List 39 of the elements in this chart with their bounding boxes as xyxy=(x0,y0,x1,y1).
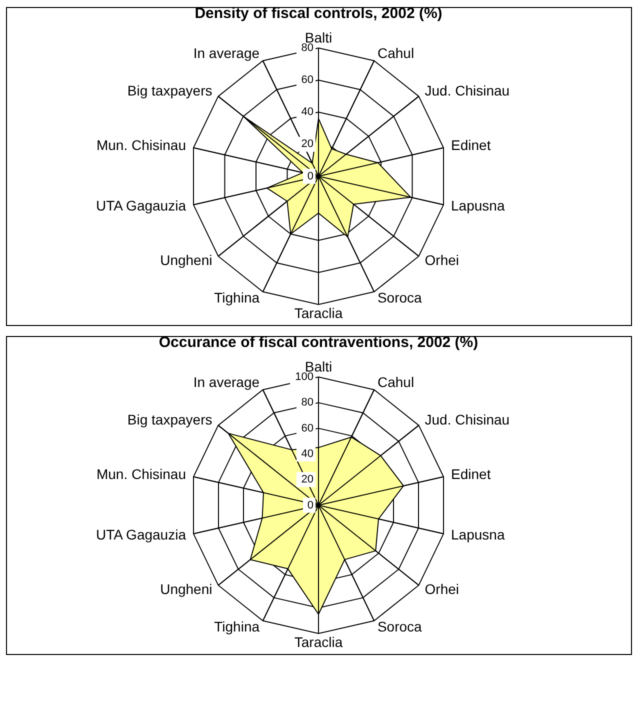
spoke-label: Cahul xyxy=(377,374,414,390)
y-tick-label: 20 xyxy=(301,474,314,486)
y-tick-label: 40 xyxy=(301,106,314,118)
spoke-label: In average xyxy=(193,44,260,61)
spoke-label: Jud. Chisinau xyxy=(424,82,510,99)
y-tick-label: 60 xyxy=(301,422,314,434)
spoke-label: Mun. Chisinau xyxy=(96,466,186,482)
spoke-label: In average xyxy=(193,374,260,390)
spoke-label: Orhei xyxy=(424,252,459,268)
spoke-label: Lapusna xyxy=(451,526,505,543)
spoke-label: Jud. Chisinau xyxy=(424,412,510,428)
spoke-label: Orhei xyxy=(424,581,459,597)
spoke-label: Lapusna xyxy=(451,198,505,214)
spoke-label: UTA Gagauzia xyxy=(96,198,186,214)
spoke-label: Big taxpayers xyxy=(127,412,212,428)
y-tick-label: 20 xyxy=(301,138,314,150)
spoke-label: Soroca xyxy=(377,618,422,635)
chart-title: Density of fiscal controls, 2002 (%) xyxy=(194,5,442,22)
y-tick-label: 0 xyxy=(307,170,314,182)
y-tick-label: 100 xyxy=(295,371,314,384)
y-tick-label: 80 xyxy=(301,42,314,54)
spoke-label: Tighina xyxy=(214,290,260,306)
y-tick-label: 40 xyxy=(301,448,314,460)
spoke-label: Taraclia xyxy=(294,305,343,322)
y-tick-label: 0 xyxy=(307,499,314,512)
y-tick-label: 80 xyxy=(301,396,314,409)
spoke-label: Taraclia xyxy=(294,634,343,650)
spoke-label: Big taxpayers xyxy=(127,82,212,99)
spoke-label: UTA Gagauzia xyxy=(96,526,186,543)
spoke-label: Cahul xyxy=(377,44,414,61)
y-tick-label: 60 xyxy=(301,74,314,86)
spoke-label: Tighina xyxy=(214,618,260,635)
spoke-label: Ungheni xyxy=(160,581,212,597)
spoke-label: Edinet xyxy=(451,466,491,482)
spoke-label: Soroca xyxy=(377,290,422,306)
spoke-label: Mun. Chisinau xyxy=(96,137,186,154)
spoke-label: Edinet xyxy=(451,137,491,154)
chart-title: Occurance of fiscal contraventions, 2002 (%) xyxy=(158,334,478,351)
spoke-label: Ungheni xyxy=(160,252,212,268)
